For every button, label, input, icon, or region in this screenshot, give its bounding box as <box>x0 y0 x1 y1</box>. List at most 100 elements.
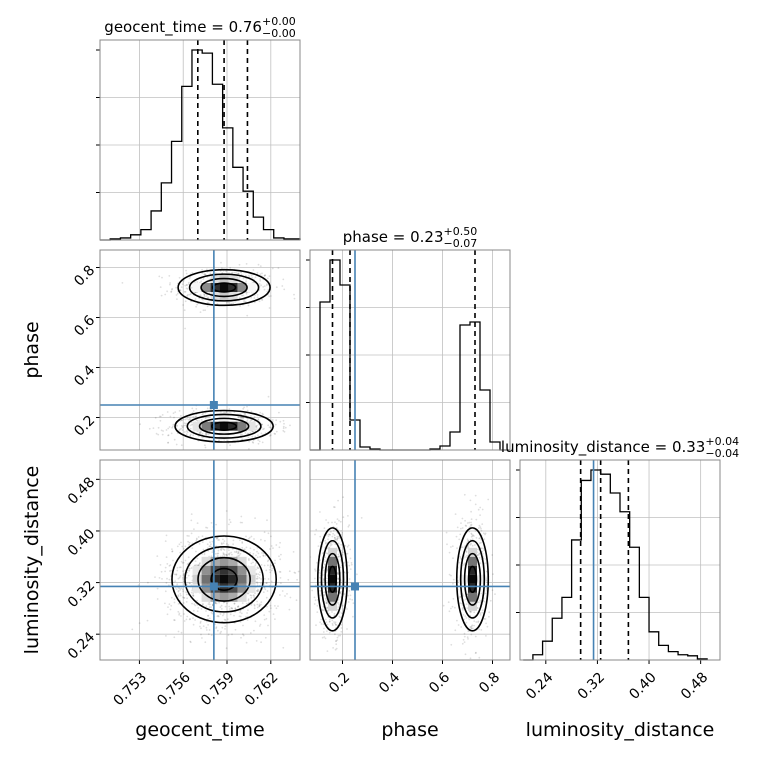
density-cell <box>468 547 477 557</box>
contour-line <box>211 421 238 431</box>
histogram-luminosity_distance <box>523 469 708 661</box>
joint-panel-phase-luminosity_distance <box>309 459 511 664</box>
marginal-panel-geocent_time <box>96 39 301 241</box>
contour-line <box>174 409 274 443</box>
y-axis-label-phase: phase <box>21 321 43 378</box>
density-cell <box>201 583 211 593</box>
x-axis-label-luminosity_distance: luminosity_distance <box>526 719 715 741</box>
contour-line <box>188 273 260 302</box>
panel-title-lower-luminosity_distance: −0.04 <box>705 447 739 460</box>
y-tick-label: 0.6 <box>71 312 98 339</box>
panel-title-lower-geocent_time: −0.00 <box>262 27 296 40</box>
y-tick-label: 0.40 <box>65 526 98 559</box>
density-cell <box>219 592 229 602</box>
y-axis-label-luminosity_distance: luminosity_distance <box>21 466 43 655</box>
density-cell <box>328 556 337 566</box>
density-cell <box>246 565 256 575</box>
density-cell <box>201 574 211 584</box>
y-tick-label: 0.4 <box>71 362 98 389</box>
density-cell <box>228 592 238 602</box>
panel-frame <box>309 249 511 451</box>
density-cell <box>228 283 238 292</box>
density-cell <box>192 583 202 593</box>
density-cell <box>468 574 477 584</box>
density-cell <box>237 583 247 593</box>
contour-line <box>171 535 278 624</box>
x-tick-label: 0.32 <box>575 669 608 702</box>
density-cell <box>228 556 238 566</box>
density-cell <box>192 421 202 431</box>
contour-line <box>455 527 490 632</box>
contour-line <box>316 527 348 632</box>
density-cell <box>328 601 337 611</box>
contour-line <box>177 268 271 307</box>
density-cell <box>219 430 229 440</box>
density-cell <box>328 592 337 602</box>
contour-line <box>459 539 486 619</box>
x-tick-label: 0.40 <box>626 669 659 702</box>
joint-panel-geocent_time-phase <box>96 249 301 451</box>
panel-frame <box>309 459 511 661</box>
truth-marker <box>351 582 359 591</box>
contour-line <box>200 277 248 298</box>
density-cell <box>210 421 220 431</box>
density-cell <box>210 412 220 422</box>
density-cell <box>219 574 229 584</box>
panel-frame <box>99 39 301 241</box>
density-cell <box>459 565 468 575</box>
corner-plot-panels <box>96 39 721 664</box>
panel-title-luminosity_distance: luminosity_distance = 0.33+0.04 <box>501 435 739 457</box>
x-tick-label: 0.6 <box>426 669 453 696</box>
density-cell <box>328 583 337 593</box>
contour-line <box>210 567 238 591</box>
corner-plot-labels: geocent_time = 0.76+0.00−0.00 phase = 0.2… <box>21 15 739 741</box>
contour-line <box>467 565 478 594</box>
density-cell <box>468 556 477 566</box>
density-cell <box>219 421 229 431</box>
density-cell <box>228 412 238 422</box>
density-cell <box>228 583 238 593</box>
panel-title-geocent_time: geocent_time = 0.76+0.00 <box>104 15 295 37</box>
y-tick-label: 0.48 <box>65 474 98 507</box>
density-cell <box>237 592 247 602</box>
y-tick-label: 0.32 <box>65 578 98 611</box>
x-tick-label: 0.753 <box>110 669 150 709</box>
density-cell <box>201 556 211 566</box>
y-tick-label: 0.24 <box>65 629 98 662</box>
x-axis-label-phase: phase <box>381 719 438 741</box>
density-cell <box>246 283 256 292</box>
density-cell <box>477 583 486 593</box>
density-cell <box>468 592 477 602</box>
density-cell <box>477 565 486 575</box>
density-cell <box>210 283 220 292</box>
density-cell <box>468 601 477 611</box>
density-cell <box>219 412 229 422</box>
x-tick-label: 0.48 <box>678 669 711 702</box>
density-cell <box>219 565 229 575</box>
density-cell <box>210 430 220 440</box>
density-cell <box>237 421 247 431</box>
panel-title-lower-phase: −0.07 <box>444 237 478 250</box>
density-cell <box>219 583 229 593</box>
density-cell <box>228 430 238 440</box>
contour-line <box>186 413 262 439</box>
density-cell <box>237 565 247 575</box>
contour-line <box>320 539 345 619</box>
x-tick-label: 0.24 <box>523 669 556 702</box>
x-tick-label: 0.756 <box>154 669 194 709</box>
density-cell <box>246 583 256 593</box>
x-tick-label: 0.4 <box>376 669 403 696</box>
density-cell <box>328 565 337 575</box>
density-cell <box>201 592 211 602</box>
density-cell <box>468 583 477 593</box>
density-cell <box>201 565 211 575</box>
density-cell <box>237 556 247 566</box>
contour-line <box>463 552 482 606</box>
x-tick-label: 0.762 <box>242 669 282 709</box>
density-cell <box>228 565 238 575</box>
y-tick-label: 0.2 <box>71 412 98 439</box>
density-cell <box>228 574 238 584</box>
contour-line <box>197 556 251 602</box>
panel-frame <box>519 459 721 661</box>
